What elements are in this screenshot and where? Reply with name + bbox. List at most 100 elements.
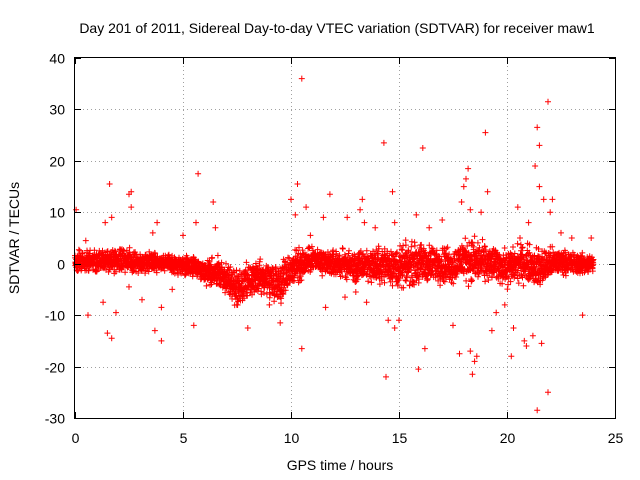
data-point (463, 175, 469, 182)
data-point (495, 275, 502, 282)
data-point (79, 250, 86, 256)
data-point (292, 211, 299, 218)
data-point (519, 251, 526, 258)
data-point (444, 244, 451, 251)
data-point (415, 366, 422, 373)
data-point (588, 235, 595, 241)
data-point (515, 280, 522, 287)
data-point (363, 299, 370, 306)
data-point (222, 289, 229, 296)
data-point (210, 199, 217, 205)
data-point (520, 282, 527, 289)
data-point (343, 276, 350, 283)
data-point (419, 145, 426, 151)
data-point (507, 278, 514, 285)
data-point (236, 267, 243, 274)
data-point (540, 196, 547, 203)
data-point (120, 248, 127, 255)
data-point (467, 348, 474, 355)
data-point (504, 286, 511, 293)
data-point (85, 267, 92, 274)
data-point (190, 322, 197, 329)
data-point (359, 196, 366, 203)
data-point (372, 224, 379, 231)
data-point (555, 267, 562, 274)
data-point (525, 276, 532, 283)
data-point (154, 219, 161, 226)
data-point (357, 206, 364, 213)
data-point (368, 279, 375, 286)
data-point (424, 277, 431, 284)
data-point (354, 273, 360, 280)
data-point (476, 244, 483, 251)
data-point (106, 181, 113, 187)
data-point (404, 274, 410, 281)
y-tick-label: -10 (45, 308, 65, 324)
data-point (415, 273, 421, 279)
data-point (468, 278, 475, 285)
data-point (526, 241, 533, 248)
data-point (450, 280, 457, 287)
data-point (484, 188, 491, 195)
data-point (151, 327, 158, 334)
data-point (521, 337, 528, 344)
data-point (307, 232, 314, 239)
data-point (280, 291, 287, 298)
data-point (376, 281, 383, 288)
data-point (122, 269, 129, 276)
data-point (501, 245, 508, 251)
data-point (243, 259, 250, 266)
data-point (393, 250, 400, 257)
data-point (589, 268, 596, 275)
data-point (111, 247, 118, 254)
x-tick-label: 5 (180, 430, 188, 446)
data-point (474, 239, 481, 246)
data-point (517, 235, 523, 241)
data-point (326, 191, 333, 198)
y-tick-label: 30 (49, 102, 65, 118)
data-point (481, 243, 488, 250)
data-point (523, 343, 530, 349)
data-point (389, 282, 396, 289)
data-point (209, 254, 216, 261)
y-axis-label: SDTVAR / TECUs (6, 182, 22, 294)
data-point (453, 274, 460, 280)
data-point (258, 291, 265, 298)
data-point (282, 287, 289, 294)
data-point (519, 245, 526, 251)
data-point (411, 242, 418, 249)
data-point (108, 335, 115, 342)
data-point (128, 188, 135, 195)
data-point (465, 283, 472, 290)
data-point (454, 269, 461, 276)
data-point (529, 332, 536, 339)
data-point (139, 296, 145, 303)
data-point (421, 345, 428, 352)
data-point (277, 319, 284, 326)
grid-lines (75, 58, 615, 418)
data-point (510, 244, 516, 250)
data-point (291, 271, 298, 278)
data-point (244, 292, 251, 299)
data-point (100, 299, 107, 306)
data-point (460, 183, 467, 190)
data-point (298, 277, 305, 284)
data-point (208, 281, 215, 288)
data-point (456, 350, 463, 357)
data-point (385, 317, 392, 324)
data-point (391, 219, 398, 226)
data-point (514, 240, 521, 247)
data-point (536, 142, 543, 149)
data-point (549, 196, 556, 203)
data-point (562, 272, 569, 279)
data-point (169, 286, 176, 293)
data-point (398, 246, 405, 253)
data-point (336, 252, 343, 259)
data-point (175, 271, 181, 278)
data-point (275, 281, 282, 288)
data-point (322, 304, 329, 311)
data-point (298, 75, 305, 82)
data-point (479, 236, 486, 243)
data-point (511, 250, 518, 257)
data-point (126, 283, 132, 290)
